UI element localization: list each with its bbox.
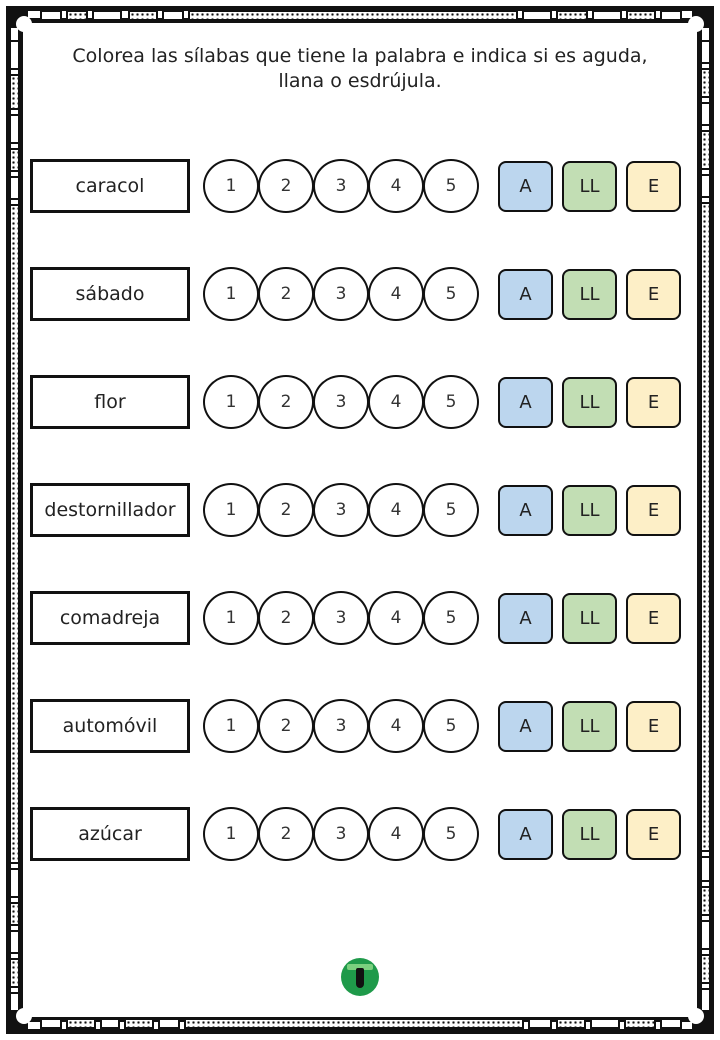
syllable-circle[interactable]: 3 — [313, 483, 369, 537]
word-box: destornillador — [30, 483, 190, 537]
syllable-circle[interactable]: 5 — [423, 699, 479, 753]
option-esdrujula[interactable]: E — [626, 593, 681, 644]
option-esdrujula[interactable]: E — [626, 701, 681, 752]
corner-ornament-bottom-right — [688, 1008, 714, 1034]
exercise-row: comadreja 1 2 3 4 5 A LL E — [30, 591, 686, 645]
word-box: automóvil — [30, 699, 190, 753]
syllable-circle[interactable]: 1 — [203, 267, 259, 321]
exercise-row: caracol 1 2 3 4 5 A LL E — [30, 159, 686, 213]
corner-ornament-top-right — [688, 6, 714, 32]
syllable-circle[interactable]: 1 — [203, 591, 259, 645]
syllable-circle[interactable]: 4 — [368, 159, 424, 213]
option-esdrujula[interactable]: E — [626, 377, 681, 428]
exercise-row: sábado 1 2 3 4 5 A LL E — [30, 267, 686, 321]
syllable-circle[interactable]: 2 — [258, 159, 314, 213]
option-esdrujula[interactable]: E — [626, 269, 681, 320]
word-box: caracol — [30, 159, 190, 213]
syllable-circle[interactable]: 2 — [258, 591, 314, 645]
option-llana[interactable]: LL — [562, 593, 617, 644]
syllable-circle[interactable]: 5 — [423, 807, 479, 861]
syllable-circle[interactable]: 1 — [203, 807, 259, 861]
syllable-circle[interactable]: 4 — [368, 591, 424, 645]
syllable-circle[interactable]: 2 — [258, 807, 314, 861]
syllable-circle[interactable]: 4 — [368, 699, 424, 753]
syllable-circle[interactable]: 5 — [423, 483, 479, 537]
exercise-row: destornillador 1 2 3 4 5 A LL E — [30, 483, 686, 537]
option-esdrujula[interactable]: E — [626, 809, 681, 860]
syllable-circle[interactable]: 1 — [203, 159, 259, 213]
syllable-circle[interactable]: 2 — [258, 375, 314, 429]
exercise-row: flor 1 2 3 4 5 A LL E — [30, 375, 686, 429]
pencil-icon — [356, 968, 364, 988]
syllable-circle[interactable]: 1 — [203, 375, 259, 429]
publisher-logo — [341, 958, 379, 996]
option-aguda[interactable]: A — [498, 269, 553, 320]
syllable-circle[interactable]: 5 — [423, 267, 479, 321]
option-llana[interactable]: LL — [562, 809, 617, 860]
exercise-row: automóvil 1 2 3 4 5 A LL E — [30, 699, 686, 753]
syllable-circle[interactable]: 1 — [203, 699, 259, 753]
option-llana[interactable]: LL — [562, 161, 617, 212]
syllable-circle[interactable]: 4 — [368, 375, 424, 429]
option-aguda[interactable]: A — [498, 161, 553, 212]
word-box: sábado — [30, 267, 190, 321]
syllable-circle[interactable]: 2 — [258, 483, 314, 537]
syllable-circle[interactable]: 3 — [313, 699, 369, 753]
syllable-circle[interactable]: 3 — [313, 807, 369, 861]
option-aguda[interactable]: A — [498, 377, 553, 428]
corner-ornament-top-left — [6, 6, 32, 32]
syllable-circle[interactable]: 5 — [423, 591, 479, 645]
exercise-row: azúcar 1 2 3 4 5 A LL E — [30, 807, 686, 861]
option-aguda[interactable]: A — [498, 809, 553, 860]
option-aguda[interactable]: A — [498, 701, 553, 752]
page-border-outer — [6, 6, 714, 1034]
word-box: flor — [30, 375, 190, 429]
option-llana[interactable]: LL — [562, 701, 617, 752]
syllable-circle[interactable]: 3 — [313, 375, 369, 429]
syllable-circle[interactable]: 1 — [203, 483, 259, 537]
word-box: azúcar — [30, 807, 190, 861]
logo-banner — [347, 964, 373, 970]
corner-ornament-bottom-left — [6, 1008, 32, 1034]
word-box: comadreja — [30, 591, 190, 645]
syllable-circle[interactable]: 4 — [368, 807, 424, 861]
syllable-circle[interactable]: 5 — [423, 159, 479, 213]
option-esdrujula[interactable]: E — [626, 161, 681, 212]
syllable-circle[interactable]: 3 — [313, 159, 369, 213]
instruction-text: Colorea las sílabas que tiene la palabra… — [72, 45, 648, 92]
option-esdrujula[interactable]: E — [626, 485, 681, 536]
syllable-circle[interactable]: 3 — [313, 267, 369, 321]
syllable-circle[interactable]: 4 — [368, 483, 424, 537]
option-llana[interactable]: LL — [562, 269, 617, 320]
syllable-circle[interactable]: 2 — [258, 699, 314, 753]
syllable-circle[interactable]: 2 — [258, 267, 314, 321]
option-aguda[interactable]: A — [498, 485, 553, 536]
syllable-circle[interactable]: 3 — [313, 591, 369, 645]
option-aguda[interactable]: A — [498, 593, 553, 644]
option-llana[interactable]: LL — [562, 485, 617, 536]
option-llana[interactable]: LL — [562, 377, 617, 428]
syllable-circle[interactable]: 5 — [423, 375, 479, 429]
syllable-circle[interactable]: 4 — [368, 267, 424, 321]
